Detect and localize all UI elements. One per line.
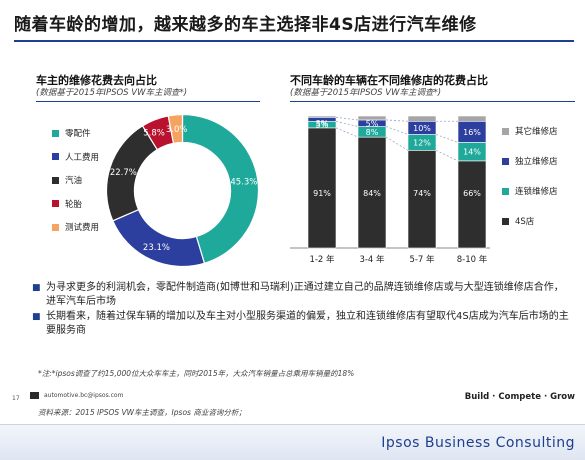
right-chart-subtitle: (数据基于2015年IPSOS VW车主调查*) xyxy=(290,88,442,98)
legend-swatch xyxy=(52,200,59,207)
legend-swatch xyxy=(52,153,59,160)
legend-item: 轮胎 xyxy=(52,198,99,210)
bullet-text: 长期看来，随着过保车辆的增加以及车主对小型服务渠道的偏爱，独立和连锁维修店有望取… xyxy=(46,311,569,336)
legend-label: 轮胎 xyxy=(65,199,83,210)
bar-value-label: 5% xyxy=(316,121,329,130)
legend-swatch xyxy=(52,176,59,184)
right-chart-title: 不同车龄的车辆在不同维修店的花费占比 xyxy=(290,74,488,87)
bar-segment xyxy=(357,115,387,121)
legend-label: 其它维修店 xyxy=(515,127,558,137)
connector-line xyxy=(385,119,409,122)
bar-value-label: 91% xyxy=(313,189,331,198)
x-tick-label: 3-4 年 xyxy=(359,254,385,265)
legend-item: 独立维修店 xyxy=(502,155,558,167)
left-chart-title: 车主的维修花费去向占比 xyxy=(36,74,157,87)
legend-label: 零配件 xyxy=(65,129,91,139)
page-number: 17 xyxy=(12,395,20,402)
legend-item: 汽油 xyxy=(52,174,99,186)
legend-label: 4S店 xyxy=(515,217,535,227)
stacked-bar-chart: 91%5%3%1-2 年84%8%5%3-4 年74%12%10%5-7 年66… xyxy=(290,115,490,265)
legend-label: 独立维修店 xyxy=(515,157,558,167)
email-contact: automotive.bc@ipsos.com xyxy=(30,392,123,399)
connector-line xyxy=(335,116,359,121)
x-tick-label: 5-7 年 xyxy=(409,254,435,265)
legend-swatch xyxy=(502,127,509,135)
legend-item: 零配件 xyxy=(52,127,99,139)
bullet-item: ■ 为寻求更多的利润机会，零配件制造商(如博世和马瑞利)正通过建立自己的品牌连锁… xyxy=(32,281,572,309)
legend-item: 其它维修店 xyxy=(502,125,558,137)
legend-label: 连锁维修店 xyxy=(515,187,558,197)
donut-slice-5 xyxy=(167,113,184,145)
bar-segment xyxy=(307,115,337,118)
connector-line xyxy=(335,127,359,138)
bar-segment xyxy=(457,115,487,122)
connector-line xyxy=(435,149,459,162)
legend-item: 人工费用 xyxy=(52,151,99,163)
legend-item: 4S店 xyxy=(502,215,558,227)
bullet-marker: ■ xyxy=(32,312,41,322)
bar-value-label: 8% xyxy=(366,128,379,137)
bar-segment xyxy=(407,115,437,122)
donut-slice-1 xyxy=(181,113,260,265)
x-tick-label: 8-10 年 xyxy=(457,254,488,265)
donut-slice-label: 5.8% xyxy=(143,129,165,139)
connector-line xyxy=(435,134,459,143)
bar-segment xyxy=(457,160,487,249)
bar-segment xyxy=(407,150,437,249)
connector-line xyxy=(335,120,359,127)
footer-band: Ipsos Business Consulting xyxy=(0,424,585,460)
connector-line xyxy=(385,126,409,135)
bar-value-label: 66% xyxy=(463,189,481,198)
legend-label: 人工费用 xyxy=(65,152,100,163)
bar-value-label: 12% xyxy=(413,138,431,147)
bullet-text: 为寻求更多的利润机会，零配件制造商(如博世和马瑞利)正通过建立自己的品牌连锁维修… xyxy=(46,282,564,307)
donut-chart: 45.3% 23.1% 22.7% 5.8% 3.0% xyxy=(105,113,260,268)
bar-value-label: 74% xyxy=(413,189,431,198)
email-text[interactable]: automotive.bc@ipsos.com xyxy=(44,392,124,399)
bar-value-label: 3% xyxy=(316,119,329,128)
mail-icon xyxy=(30,392,39,399)
donut-slice-2 xyxy=(112,208,206,268)
bar-value-label: 16% xyxy=(463,128,481,137)
footnote: *注:*ipsos调查了约15,000位大众车车主，同时2015年，大众汽车销量… xyxy=(38,369,355,378)
bullet-marker: ■ xyxy=(32,283,41,293)
bar-segment xyxy=(357,136,387,249)
legend-swatch xyxy=(502,157,509,165)
x-tick-label: 1-2 年 xyxy=(309,254,335,265)
legend-swatch xyxy=(52,223,59,231)
title-divider xyxy=(14,40,574,42)
bar-segment xyxy=(307,127,337,249)
donut-slice-label: 23.1% xyxy=(143,243,170,253)
legend-swatch xyxy=(502,187,509,195)
legend-label: 测试费用 xyxy=(65,223,100,233)
legend-label: 汽油 xyxy=(65,176,83,186)
legend-swatch xyxy=(52,129,59,137)
donut-slice-label: 45.3% xyxy=(230,177,257,187)
donut-slice-label: 3.0% xyxy=(166,125,188,135)
left-section-divider xyxy=(36,101,260,102)
left-chart-subtitle: (数据基于2015年IPSOS VW车主调查*) xyxy=(36,88,188,98)
connector-line xyxy=(385,136,409,151)
brand-name: Ipsos Business Consulting xyxy=(381,435,575,451)
bullet-list: ■ 为寻求更多的利润机会，零配件制造商(如博世和马瑞利)正通过建立自己的品牌连锁… xyxy=(32,281,572,339)
tagline: Build · Compete · Grow xyxy=(464,392,575,402)
legend-item: 连锁维修店 xyxy=(502,185,558,197)
right-section-divider xyxy=(290,101,575,102)
source-note: 资料来源：2015 IPSOS VW车主调查，Ipsos 商业咨询分析； xyxy=(38,408,246,417)
legend-item: 测试费用 xyxy=(52,221,99,233)
donut-slice-label: 22.7% xyxy=(110,168,137,178)
bar-value-label: 5% xyxy=(366,119,379,128)
bar-legend: 其它维修店独立维修店连锁维修店 4S店 xyxy=(502,125,558,245)
bullet-item: ■ 长期看来，随着过保车辆的增加以及车主对小型服务渠道的偏爱，独立和连锁维修店有… xyxy=(32,310,572,338)
pie-legend: 零配件人工费用汽油轮胎测试费用 xyxy=(52,127,99,245)
legend-swatch xyxy=(502,217,509,225)
bar-value-label: 14% xyxy=(463,148,481,157)
page-title: 随着车龄的增加，越来越多的车主选择非4S店进行汽车维修 xyxy=(14,15,477,35)
bar-value-label: 10% xyxy=(413,124,431,133)
bar-value-label: 84% xyxy=(363,189,381,198)
